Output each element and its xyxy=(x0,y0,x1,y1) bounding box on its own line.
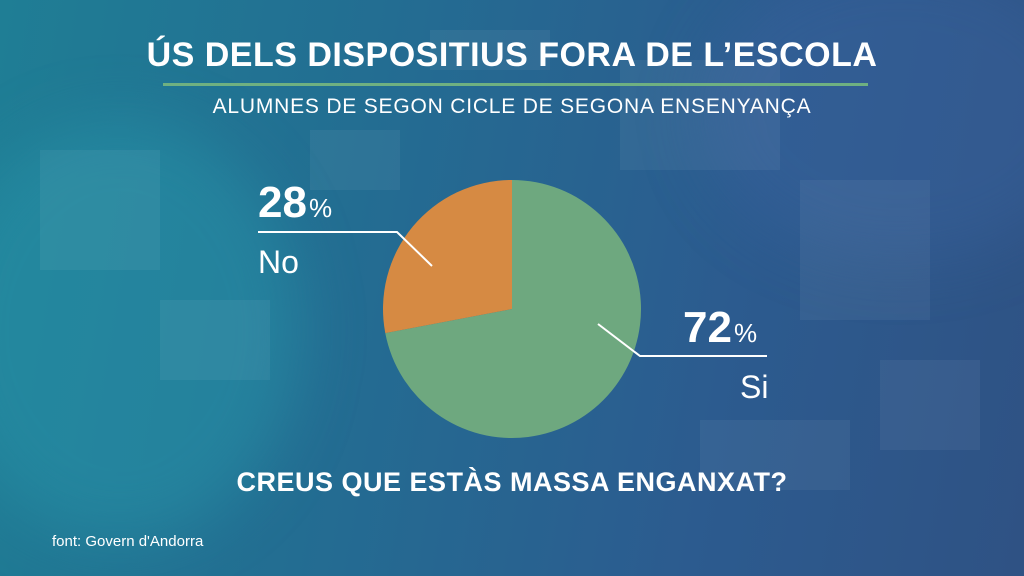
category-label-no: No xyxy=(258,244,299,280)
category-label-si: Si xyxy=(740,369,769,405)
data-label-no: 28% xyxy=(258,181,332,225)
pie-slices xyxy=(383,180,642,438)
leader-line-no xyxy=(258,231,433,267)
background-tile xyxy=(620,60,780,170)
pie-slice-no xyxy=(383,180,512,334)
background-glow xyxy=(0,120,300,540)
percent-unit-si: % xyxy=(733,318,758,348)
background-tile xyxy=(700,420,850,490)
chart-title: ÚS DELS DISPOSITIUS FORA DE L’ESCOLA xyxy=(146,36,878,74)
data-label-si-value: 72 xyxy=(683,303,732,352)
leader-line-si xyxy=(597,323,767,357)
source-note: font: Govern d'Andorra xyxy=(52,533,204,550)
background-tile xyxy=(160,300,270,380)
chart-subtitle: ALUMNES DE SEGON CICLE DE SEGONA ENSENYA… xyxy=(212,95,812,118)
data-label-no-value: 28 xyxy=(258,178,307,227)
background-tile xyxy=(800,180,930,320)
data-label-si: 72% xyxy=(683,306,757,350)
survey-question: CREUS QUE ESTÀS MASSA ENGANXAT? xyxy=(236,467,788,497)
background-tile xyxy=(880,360,980,450)
title-underline xyxy=(163,83,868,86)
background-tile xyxy=(430,30,550,70)
pie-slice-si xyxy=(385,180,642,438)
background-tile xyxy=(40,150,160,270)
background-tile xyxy=(310,130,400,190)
percent-unit-no: % xyxy=(308,193,333,223)
